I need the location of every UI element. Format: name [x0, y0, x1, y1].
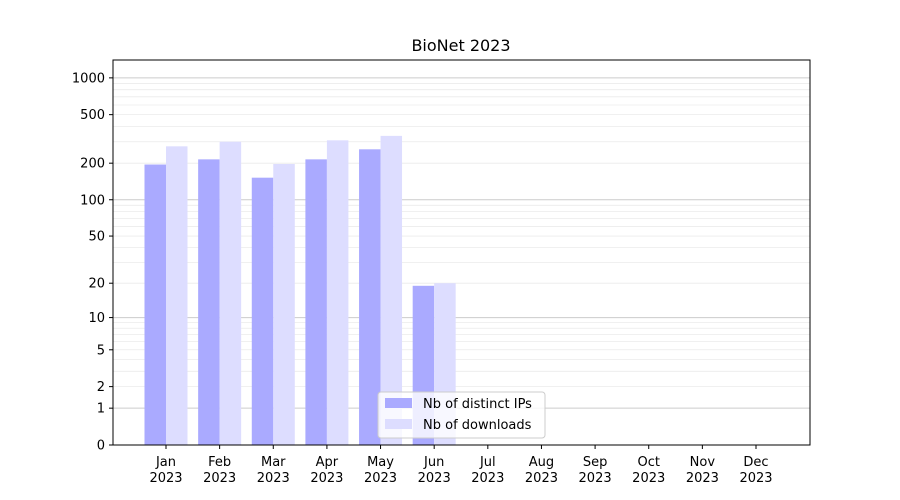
y-tick-label: 2	[97, 380, 105, 395]
y-tick-label: 100	[80, 193, 105, 208]
x-tick-label-year: 2023	[471, 471, 504, 486]
x-tick-label-year: 2023	[203, 471, 236, 486]
legend-label-downloads: Nb of downloads	[423, 418, 532, 433]
bar-distinct-ips	[198, 159, 220, 445]
bar-downloads	[166, 146, 188, 445]
x-tick-label-year: 2023	[257, 471, 290, 486]
x-tick-label-month: Feb	[208, 455, 231, 470]
y-tick-label: 20	[88, 277, 105, 292]
x-tick-label-year: 2023	[310, 471, 343, 486]
bar-distinct-ips	[251, 177, 274, 446]
x-tick-label-year: 2023	[739, 471, 772, 486]
x-tick-label-year: 2023	[632, 471, 665, 486]
y-tick-label: 1	[97, 402, 105, 417]
bar-downloads	[273, 163, 295, 446]
y-tick-label: 5	[97, 343, 105, 358]
x-tick-label-year: 2023	[364, 471, 397, 486]
x-tick-label-month: Aug	[529, 455, 554, 470]
legend-label-distinct-ips: Nb of distinct IPs	[423, 397, 532, 412]
bar-distinct-ips	[359, 149, 381, 445]
y-tick-label: 10	[88, 311, 105, 326]
y-tick-label: 200	[80, 157, 105, 172]
plot-frame	[112, 59, 811, 446]
x-tick-label-year: 2023	[579, 471, 612, 486]
x-tick-label-month: Jan	[155, 455, 176, 470]
legend: Nb of distinct IPs Nb of downloads	[377, 391, 546, 439]
x-tick-label-year: 2023	[149, 471, 182, 486]
bar-downloads	[219, 141, 242, 445]
x-tick-label-month: Mar	[261, 455, 286, 470]
x-tick-label-month: May	[367, 455, 394, 470]
y-tick-label: 0	[97, 439, 105, 454]
x-tick-label-month: Apr	[316, 455, 339, 470]
bar-downloads	[326, 140, 349, 445]
legend-swatch-distinct-ips	[385, 398, 412, 408]
chart-title: BioNet 2023	[411, 36, 510, 55]
bar-distinct-ips	[305, 159, 327, 445]
x-tick-label-month: Oct	[637, 455, 659, 470]
x-tick-label-month: Jul	[479, 455, 496, 470]
legend-swatch-downloads	[385, 419, 412, 429]
y-tick-label: 1000	[72, 71, 105, 86]
x-tick-label-year: 2023	[525, 471, 558, 486]
x-tick-label-year: 2023	[418, 471, 451, 486]
x-tick-label-month: Dec	[743, 455, 768, 470]
bar-distinct-ips	[144, 164, 166, 445]
x-tick-label-year: 2023	[686, 471, 719, 486]
y-tick-label: 50	[88, 230, 105, 245]
y-axis-ticks: 0 1 2 5 10 20 50 100 200 500 1000	[72, 71, 113, 454]
legend-box	[377, 391, 546, 439]
x-tick-label-month: Sep	[583, 455, 608, 470]
y-tick-label: 500	[80, 108, 105, 123]
x-tick-label-month: Nov	[690, 455, 716, 470]
bar-downloads	[380, 135, 403, 445]
x-tick-label-month: Jun	[423, 455, 444, 470]
x-axis-ticks: Jan2023Feb2023Mar2023Apr2023May2023Jun20…	[149, 445, 773, 486]
